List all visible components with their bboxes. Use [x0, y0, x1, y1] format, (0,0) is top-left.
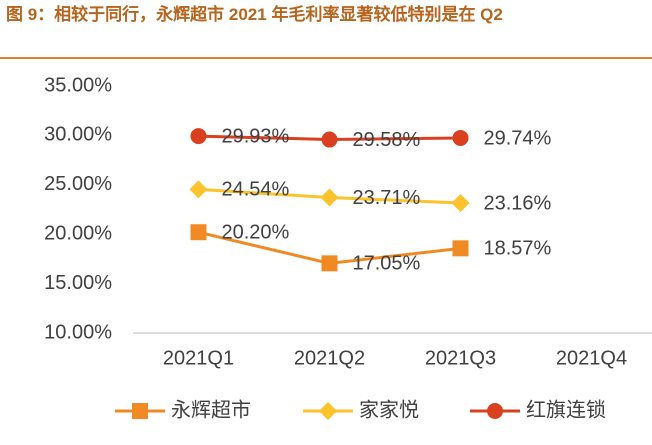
x-tick-label: 2021Q4: [556, 347, 627, 369]
y-tick-label: 30.00%: [44, 124, 112, 146]
data-point: [451, 193, 470, 212]
x-tick-label: 2021Q3: [425, 347, 496, 369]
legend-marker: [487, 403, 503, 419]
legend-label: 永辉超市: [171, 398, 251, 421]
data-point: [190, 224, 207, 241]
y-tick-label: 10.00%: [44, 321, 112, 343]
data-label: 20.20%: [222, 222, 290, 244]
x-tick-label: 2021Q2: [294, 347, 365, 369]
legend-label: 家家悦: [359, 398, 419, 421]
data-label: 23.16%: [484, 192, 552, 214]
chart-title: 图 9：相较于同行，永辉超市 2021 年毛利率显著较低特别是在 Q2: [6, 5, 503, 24]
data-label: 17.05%: [353, 253, 421, 275]
data-point: [321, 131, 338, 148]
data-point: [452, 129, 469, 146]
y-tick-label: 35.00%: [44, 74, 112, 96]
data-label: 24.54%: [222, 179, 290, 201]
data-point: [452, 240, 469, 257]
legend-marker: [319, 402, 337, 420]
y-tick-label: 25.00%: [44, 173, 112, 195]
data-label: 29.58%: [353, 129, 421, 151]
data-label: 23.71%: [353, 187, 421, 209]
y-tick-label: 20.00%: [44, 222, 112, 244]
data-point: [189, 180, 208, 199]
data-label: 29.74%: [484, 127, 552, 149]
legend-marker: [132, 403, 148, 419]
legend-label: 红旗连锁: [526, 398, 606, 421]
data-point: [320, 188, 339, 207]
data-point: [321, 255, 338, 272]
data-label: 29.93%: [222, 125, 290, 147]
y-tick-label: 15.00%: [44, 272, 112, 294]
data-label: 18.57%: [484, 238, 552, 260]
data-point: [190, 128, 207, 145]
x-tick-label: 2021Q1: [163, 347, 234, 369]
